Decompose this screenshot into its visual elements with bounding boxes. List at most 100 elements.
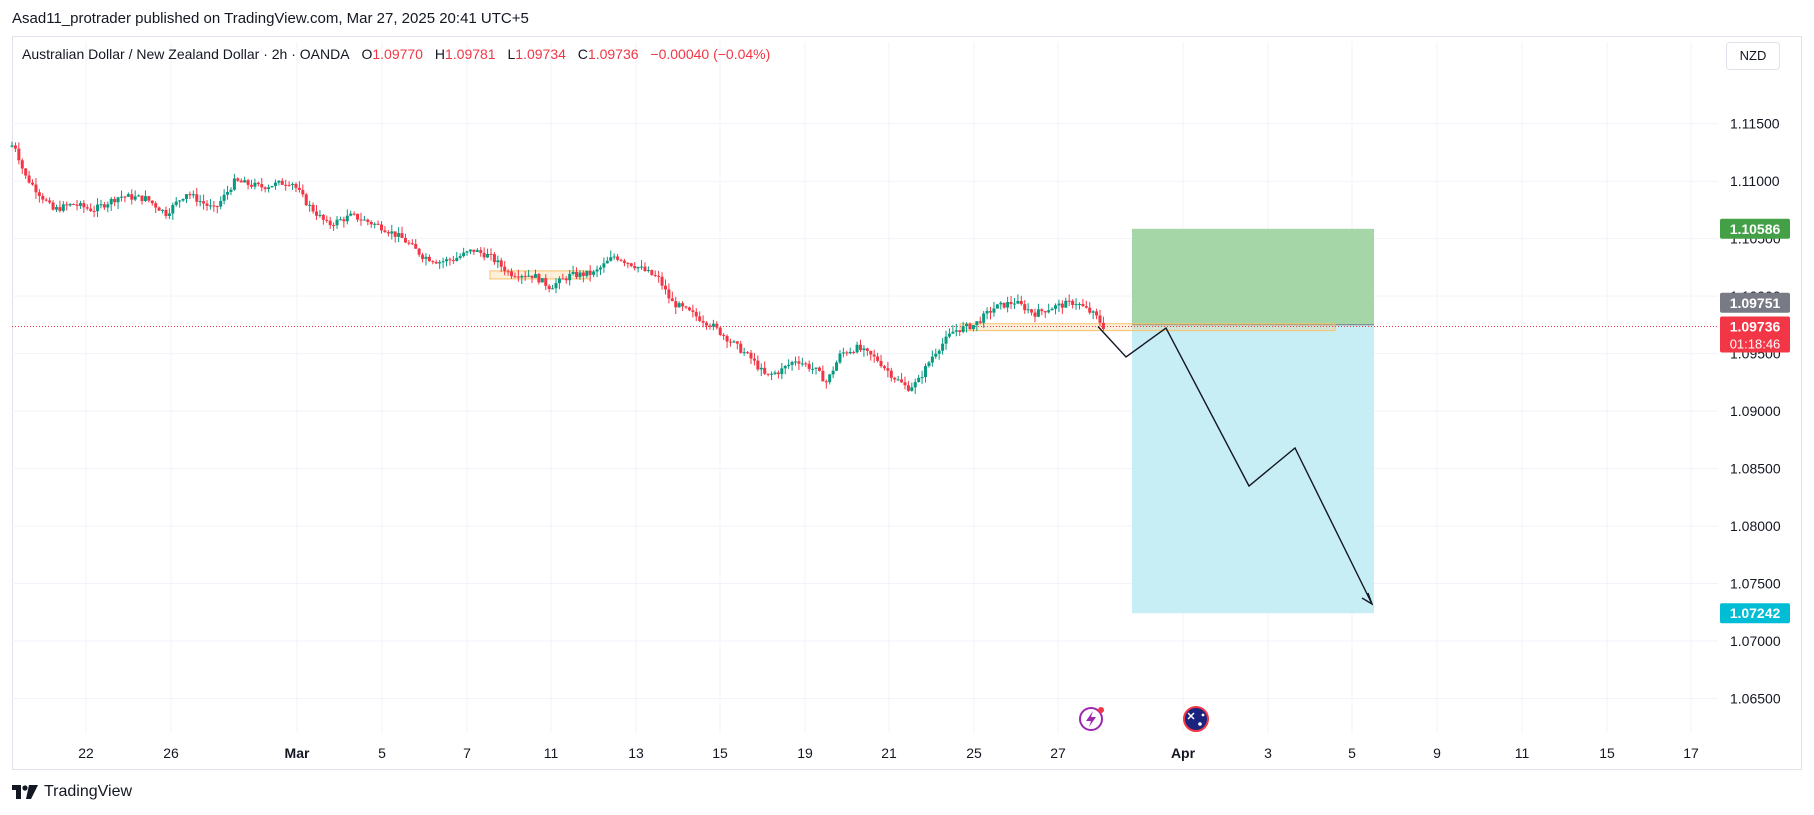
chart-frame[interactable] (12, 36, 1802, 770)
candle-body (246, 180, 250, 185)
candle-body (824, 381, 828, 383)
candle-body (585, 270, 589, 276)
candle-body (561, 278, 565, 280)
candle-body (575, 271, 579, 278)
candle-body (417, 248, 421, 255)
x-tick-label: 19 (797, 745, 813, 761)
candle-body (318, 214, 322, 216)
candle-body (752, 358, 756, 361)
candle-body (249, 184, 253, 187)
candle-body (913, 382, 917, 388)
candle-body (41, 195, 45, 200)
candle-body (927, 362, 931, 367)
candle-body (568, 273, 572, 281)
candle-body (1077, 303, 1081, 305)
candle-body (31, 182, 35, 185)
x-tick-label: 5 (378, 745, 386, 761)
candle-body (171, 204, 175, 214)
australia-flag-icon-star (1201, 713, 1205, 717)
candle-body (506, 271, 510, 273)
candle-body (859, 344, 863, 351)
low-label: L (507, 46, 516, 62)
target-price-tag: 1.07242 (1720, 603, 1790, 624)
price-scale[interactable]: 1.115001.110001.105001.100001.095001.090… (1730, 116, 1781, 707)
candle-body (910, 387, 914, 391)
x-tick-label: 7 (463, 745, 471, 761)
candle-body (267, 187, 271, 190)
candle-body (756, 360, 760, 370)
candle-body (376, 223, 380, 225)
price-tags: 1.10586 1.09751 1.09736 01:18:46 1.07242 (1720, 218, 1790, 624)
candle-body (540, 278, 544, 283)
candle-body (191, 194, 195, 196)
x-tick-label: 15 (1599, 745, 1615, 761)
candle-body (886, 368, 890, 371)
close-label: C (577, 46, 588, 62)
close-value: 1.09736 (587, 46, 639, 62)
candle-body (828, 374, 832, 383)
australia-flag-icon-cross (1187, 712, 1195, 720)
candle-body (533, 274, 537, 278)
open-value: 1.09770 (372, 46, 423, 62)
x-tick-label: 3 (1264, 745, 1272, 761)
candle-body (865, 348, 869, 351)
candle-body (510, 271, 514, 277)
y-tick-label: 1.08500 (1730, 461, 1781, 477)
tradingview-logo[interactable]: TradingView (12, 783, 132, 801)
candle-body (766, 373, 770, 375)
candle-body (954, 330, 958, 332)
candle-body (390, 231, 394, 234)
x-tick-label: 5 (1348, 745, 1356, 761)
candle-body (947, 333, 951, 337)
stop-price-tag-bg (1720, 218, 1790, 239)
candle-body (462, 252, 466, 257)
candle-body (1101, 322, 1105, 330)
price-chart[interactable]: 1.115001.110001.105001.100001.095001.090… (0, 0, 1814, 780)
candle-body (619, 259, 623, 261)
candle-body (605, 260, 609, 264)
candle-body (968, 323, 972, 330)
candle-body (711, 323, 715, 327)
candle-body (359, 219, 363, 221)
australia-flag-icon-disc (1183, 706, 1209, 732)
x-tick-label: Mar (285, 745, 310, 761)
candle-body (96, 204, 100, 212)
change-value: −0.00040 (−0.04%) (650, 46, 771, 62)
candle-body (421, 254, 425, 259)
candle-body (82, 203, 86, 208)
candle-body (78, 203, 82, 206)
candle-body (1088, 307, 1092, 313)
candle-body (44, 199, 48, 201)
candle-body (304, 194, 308, 206)
candle-body (427, 256, 431, 262)
candle-body (157, 207, 161, 211)
currency-button[interactable]: NZD (1726, 42, 1780, 70)
candle-body (557, 278, 561, 284)
candle-body (838, 353, 842, 363)
candle-body (123, 196, 127, 198)
candle-body (773, 372, 777, 374)
x-tick-label: 9 (1433, 745, 1441, 761)
event-icons (1079, 706, 1209, 732)
candle-body (328, 220, 332, 226)
symbol-title[interactable]: Australian Dollar / New Zealand Dollar ·… (22, 46, 350, 62)
candle-body (448, 259, 452, 261)
candle-body (783, 366, 787, 369)
candle-body (677, 303, 681, 308)
candle-body (663, 285, 667, 290)
y-tick-label: 1.06500 (1730, 691, 1781, 707)
entry-price-tag: 1.09751 (1720, 292, 1790, 313)
candle-body (776, 372, 780, 375)
candle-body (1084, 306, 1088, 308)
tradingview-logo-icon (12, 785, 38, 799)
candle-body (869, 350, 873, 355)
candle-body (243, 180, 247, 183)
candle-body (332, 225, 336, 227)
candle-body (814, 367, 818, 369)
candle-body (202, 201, 206, 204)
candle-body (513, 276, 517, 278)
candle-body (749, 352, 753, 359)
time-scale[interactable]: 22 26 Mar 5 7 11 13 15 19 21 25 27 Apr 3 5 9 11 15 17 (78, 745, 1699, 761)
candle-body (626, 262, 630, 264)
candle-body (61, 204, 65, 211)
